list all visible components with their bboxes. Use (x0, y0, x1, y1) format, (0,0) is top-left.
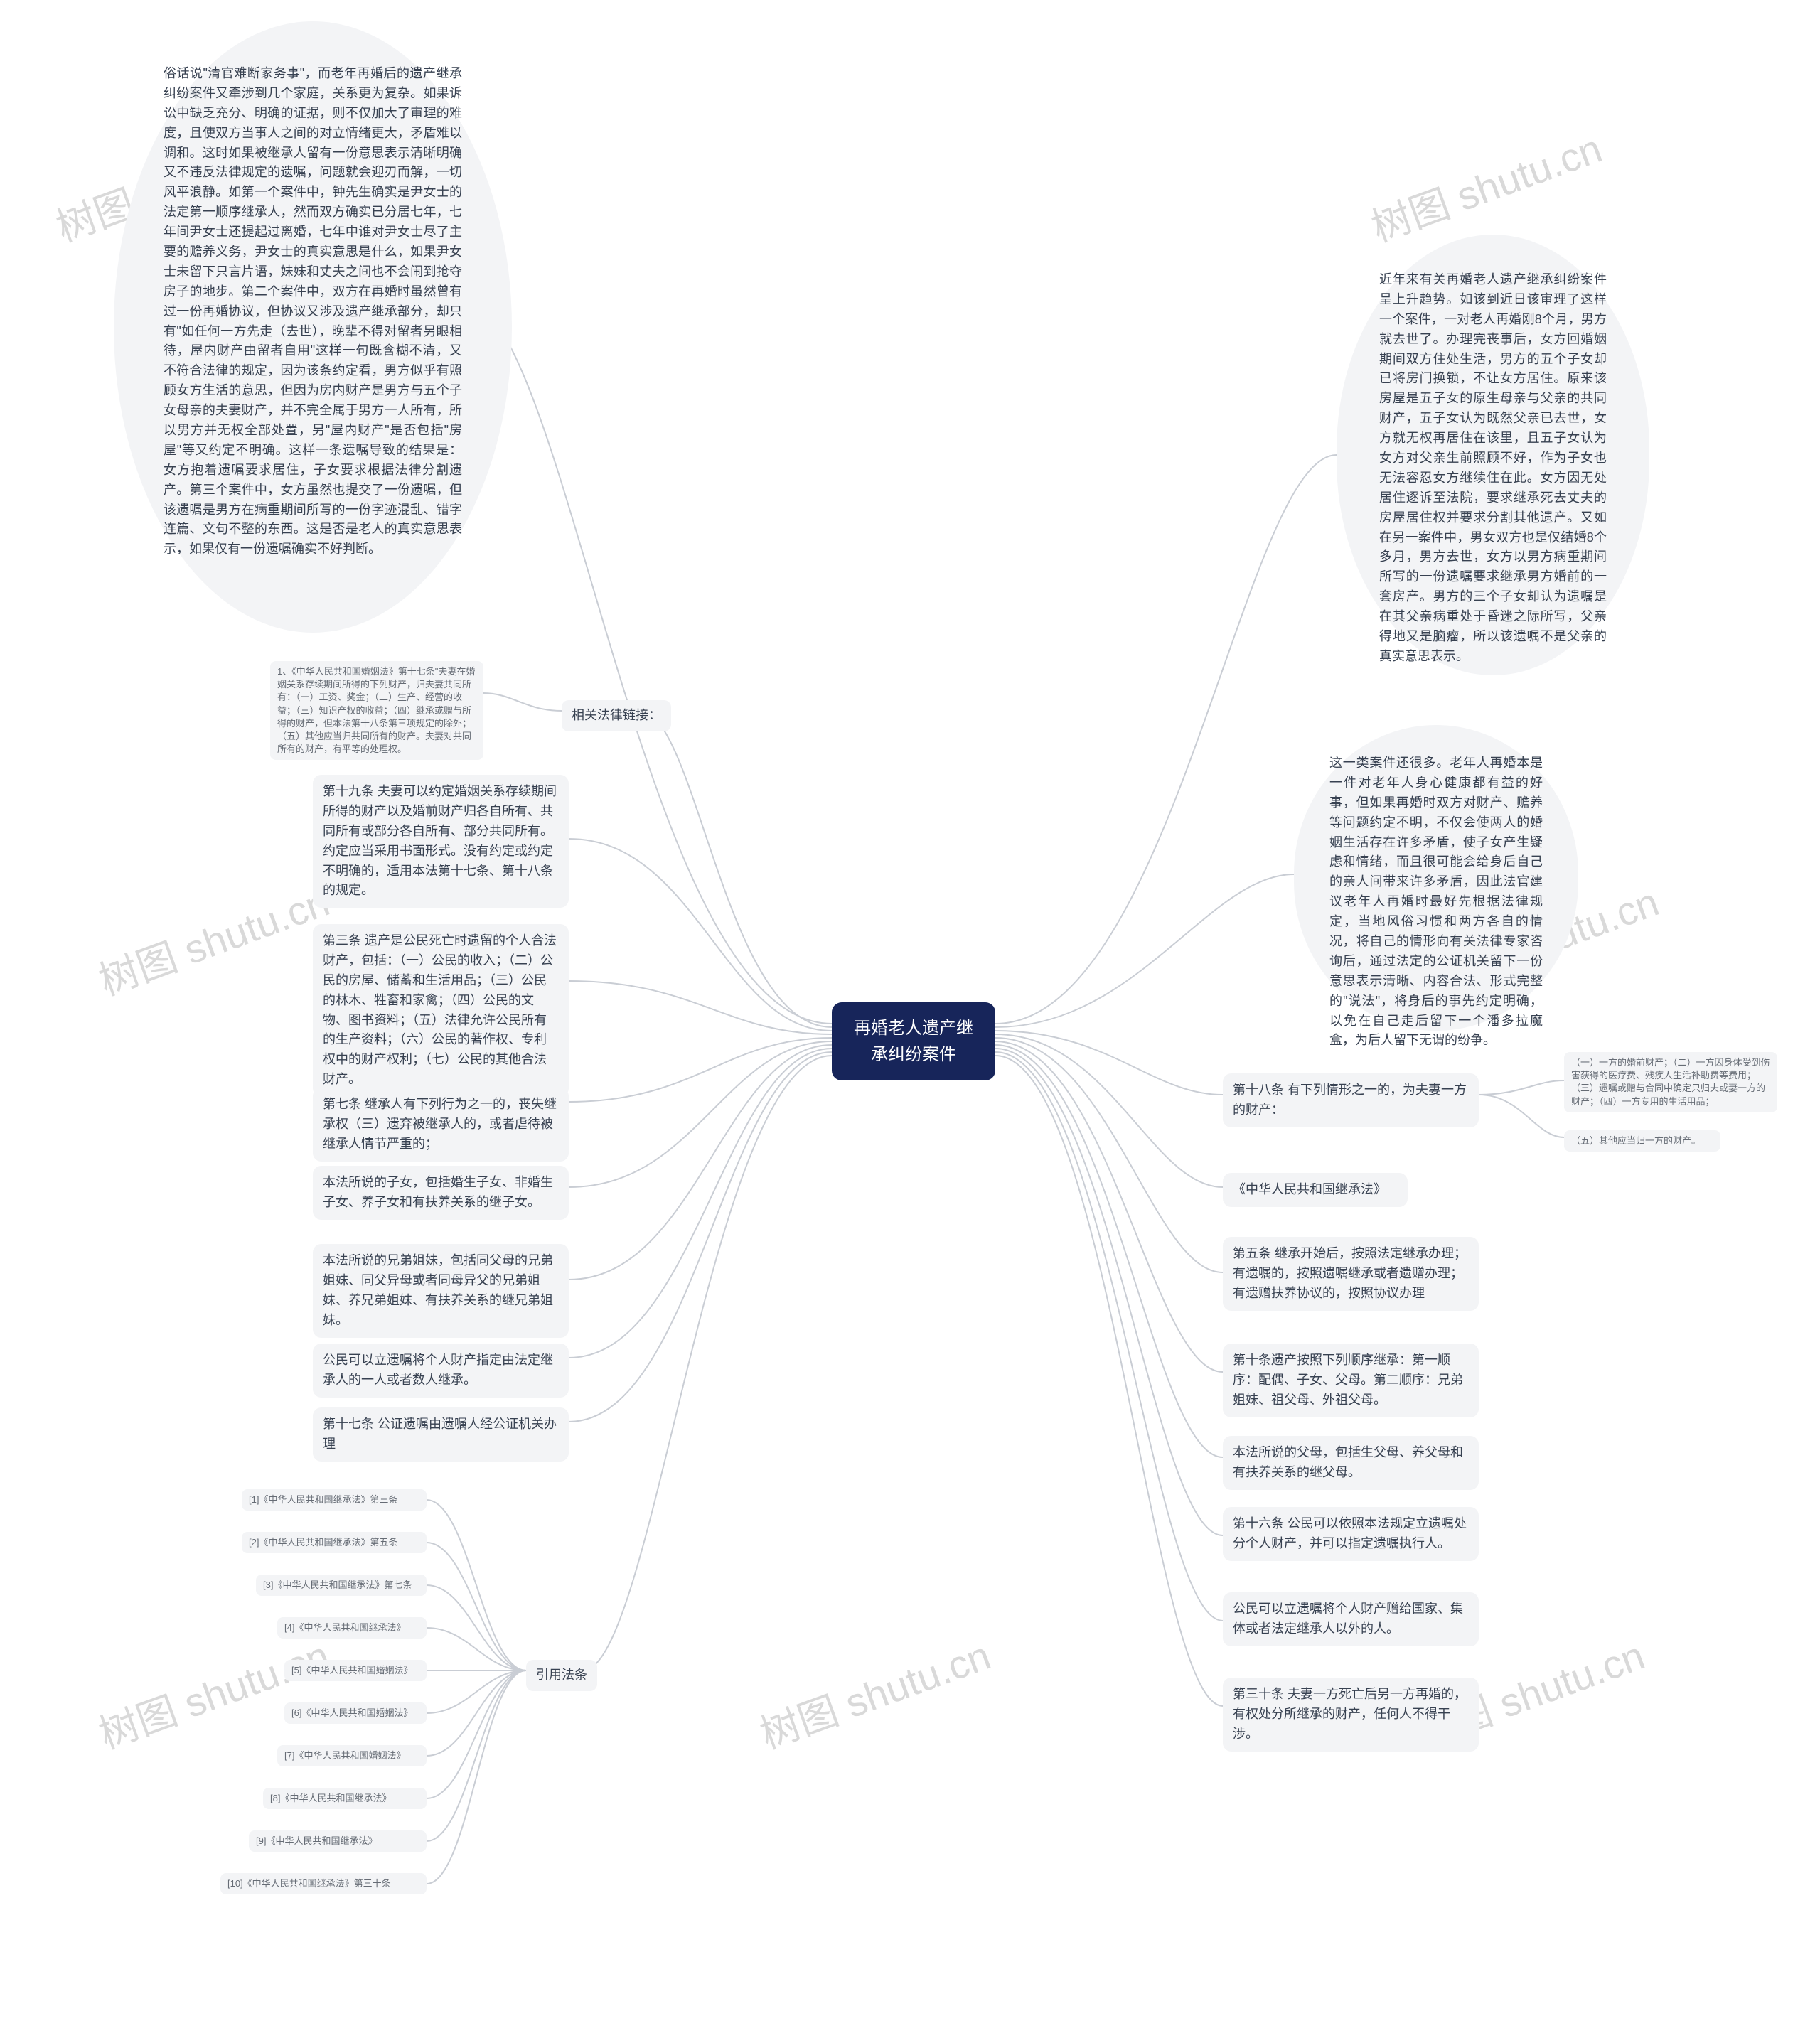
box-article-16-text: 第十六条 公民可以依照本法规定立遗嘱处分个人财产，并可以指定遗嘱执行人。 (1233, 1516, 1467, 1550)
box-citizen-will: 公民可以立遗嘱将个人财产指定由法定继承人的一人或者数人继承。 (313, 1344, 569, 1398)
watermark: 树图 shutu.cn (90, 1624, 336, 1760)
box-parents-def-text: 本法所说的父母，包括生父母、养父母和有扶养关系的继父母。 (1233, 1445, 1463, 1479)
box-citizen-gift-text: 公民可以立遗嘱将个人财产赠给国家、集体或者法定继承人以外的人。 (1233, 1602, 1463, 1636)
rel-law-sub-text: 1、《中华人民共和国婚姻法》第十七条"夫妻在婚姻关系存续期间所得的下列财产，归夫… (277, 666, 475, 754)
box-article-7: 第七条 继承人有下列行为之一的，丧失继承权（三）遗弃被继承人的，或者虐待被继承人… (313, 1088, 569, 1162)
bubble-left-top: 俗话说"清官难断家务事"，而老年再婚后的遗产继承纠纷案件又牵涉到几个家庭，关系更… (114, 21, 512, 633)
box-article-19: 第十九条 夫妻可以约定婚姻关系存续期间所得的财产以及婚前财产归各自所有、共同所有… (313, 775, 569, 908)
bubble-right-top: 近年来有关再婚老人遗产继承纠纷案件呈上升趋势。如该到近日该审理了这样一个案件，一… (1337, 235, 1649, 675)
cite-item-7: [7]《中华人民共和国婚姻法》 (277, 1745, 427, 1766)
box-article-18-sub2-text: （五）其他应当归一方的财产。 (1571, 1135, 1701, 1146)
box-article-19-text: 第十九条 夫妻可以约定婚姻关系存续期间所得的财产以及婚前财产归各自所有、共同所有… (323, 784, 557, 897)
box-article-17b: 第十七条 公证遗嘱由遗嘱人经公证机关办理 (313, 1407, 569, 1462)
box-article-3: 第三条 遗产是公民死亡时遗留的个人合法财产，包括：（一）公民的收入；（二）公民的… (313, 924, 569, 1097)
box-parents-def: 本法所说的父母，包括生父母、养父母和有扶养关系的继父母。 (1223, 1436, 1479, 1490)
box-article-10-text: 第十条遗产按照下列顺序继承：第一顺序：配偶、子女、父母。第二顺序：兄弟姐妹、祖父… (1233, 1353, 1463, 1407)
box-article-18-sub1: （一）一方的婚前财产；（二）一方因身体受到伤害获得的医疗费、残疾人生活补助费等费… (1564, 1052, 1777, 1112)
cite-item-1-text: [1]《中华人民共和国继承法》第三条 (249, 1494, 397, 1505)
box-article-18: 第十八条 有下列情形之一的，为夫妻一方的财产： (1223, 1073, 1479, 1127)
bubble-right-mid-text: 这一类案件还很多。老年人再婚本是一件对老年人身心健康都有益的好事，但如果再婚时双… (1329, 756, 1543, 1047)
box-article-18-sub2: （五）其他应当归一方的财产。 (1564, 1130, 1720, 1152)
box-article-30-text: 第三十条 夫妻一方死亡后另一方再婚的，有权处分所继承的财产，任何人不得干涉。 (1233, 1687, 1467, 1741)
box-article-10: 第十条遗产按照下列顺序继承：第一顺序：配偶、子女、父母。第二顺序：兄弟姐妹、祖父… (1223, 1344, 1479, 1417)
cite-item-3-text: [3]《中华人民共和国继承法》第七条 (263, 1580, 412, 1590)
cite-item-5: [5]《中华人民共和国婚姻法》 (284, 1660, 427, 1681)
cite-item-3: [3]《中华人民共和国继承法》第七条 (256, 1575, 427, 1596)
box-inheritance-law-text: 《中华人民共和国继承法》 (1233, 1182, 1386, 1196)
box-siblings-def: 本法所说的兄弟姐妹，包括同父母的兄弟姐妹、同父异母或者同母异父的兄弟姐妹、养兄弟… (313, 1244, 569, 1338)
box-article-18-text: 第十八条 有下列情形之一的，为夫妻一方的财产： (1233, 1083, 1467, 1117)
box-article-30: 第三十条 夫妻一方死亡后另一方再婚的，有权处分所继承的财产，任何人不得干涉。 (1223, 1678, 1479, 1752)
cite-item-8: [8]《中华人民共和国继承法》 (263, 1788, 427, 1809)
cite-item-2: [2]《中华人民共和国继承法》第五条 (242, 1532, 427, 1553)
box-inheritance-law: 《中华人民共和国继承法》 (1223, 1173, 1408, 1207)
cite-label-text: 引用法条 (536, 1668, 587, 1682)
box-article-17b-text: 第十七条 公证遗嘱由遗嘱人经公证机关办理 (323, 1417, 557, 1451)
box-children-def: 本法所说的子女，包括婚生子女、非婚生子女、养子女和有扶养关系的继子女。 (313, 1166, 569, 1220)
watermark: 树图 shutu.cn (1362, 117, 1609, 253)
box-children-def-text: 本法所说的子女，包括婚生子女、非婚生子女、养子女和有扶养关系的继子女。 (323, 1175, 553, 1209)
center-title: 再婚老人遗产继承纠纷案件 (854, 1019, 973, 1064)
watermark: 树图 shutu.cn (90, 870, 336, 1007)
cite-label: 引用法条 (526, 1660, 597, 1691)
cite-item-4: [4]《中华人民共和国继承法》 (277, 1617, 427, 1639)
cite-item-10: [10]《中华人民共和国继承法》第三十条 (220, 1873, 427, 1894)
box-article-18-sub1-text: （一）一方的婚前财产；（二）一方因身体受到伤害获得的医疗费、残疾人生活补助费等费… (1571, 1057, 1770, 1107)
box-citizen-will-text: 公民可以立遗嘱将个人财产指定由法定继承人的一人或者数人继承。 (323, 1353, 553, 1387)
rel-law-sub: 1、《中华人民共和国婚姻法》第十七条"夫妻在婚姻关系存续期间所得的下列财产，归夫… (270, 661, 483, 760)
bubble-left-top-text: 俗话说"清官难断家务事"，而老年再婚后的遗产继承纠纷案件又牵涉到几个家庭，关系更… (164, 66, 462, 556)
cite-item-6: [6]《中华人民共和国婚姻法》 (284, 1702, 427, 1724)
box-article-16: 第十六条 公民可以依照本法规定立遗嘱处分个人财产，并可以指定遗嘱执行人。 (1223, 1507, 1479, 1561)
cite-item-10-text: [10]《中华人民共和国继承法》第三十条 (228, 1878, 391, 1889)
cite-item-9-text: [9]《中华人民共和国继承法》 (256, 1835, 377, 1846)
rel-law-label: 相关法律链接： (562, 700, 671, 731)
box-article-3-text: 第三条 遗产是公民死亡时遗留的个人合法财产，包括：（一）公民的收入；（二）公民的… (323, 933, 557, 1086)
cite-item-2-text: [2]《中华人民共和国继承法》第五条 (249, 1537, 397, 1548)
box-article-5-text: 第五条 继承开始后，按照法定继承办理；有遗嘱的，按照遗嘱继承或者遗赠办理；有遗赠… (1233, 1246, 1467, 1300)
cite-item-6-text: [6]《中华人民共和国婚姻法》 (291, 1707, 412, 1718)
watermark: 树图 shutu.cn (751, 1624, 997, 1760)
cite-item-4-text: [4]《中华人民共和国继承法》 (284, 1622, 405, 1633)
cite-item-8-text: [8]《中华人民共和国继承法》 (270, 1793, 391, 1803)
cite-item-5-text: [5]《中华人民共和国婚姻法》 (291, 1665, 412, 1675)
center-node: 再婚老人遗产继承纠纷案件 (832, 1002, 995, 1080)
box-citizen-gift: 公民可以立遗嘱将个人财产赠给国家、集体或者法定继承人以外的人。 (1223, 1592, 1479, 1646)
bubble-right-top-text: 近年来有关再婚老人遗产继承纠纷案件呈上升趋势。如该到近日该审理了这样一个案件，一… (1379, 272, 1607, 663)
cite-item-1: [1]《中华人民共和国继承法》第三条 (242, 1489, 427, 1511)
box-article-7-text: 第七条 继承人有下列行为之一的，丧失继承权（三）遗弃被继承人的，或者虐待被继承人… (323, 1097, 557, 1151)
rel-law-label-text: 相关法律链接： (572, 708, 661, 722)
box-article-5: 第五条 继承开始后，按照法定继承办理；有遗嘱的，按照遗嘱继承或者遗赠办理；有遗赠… (1223, 1237, 1479, 1311)
box-siblings-def-text: 本法所说的兄弟姐妹，包括同父母的兄弟姐妹、同父异母或者同母异父的兄弟姐妹、养兄弟… (323, 1253, 553, 1327)
cite-item-9: [9]《中华人民共和国继承法》 (249, 1830, 427, 1852)
cite-item-7-text: [7]《中华人民共和国婚姻法》 (284, 1750, 405, 1761)
bubble-right-mid: 这一类案件还很多。老年人再婚本是一件对老年人身心健康都有益的好事，但如果再婚时双… (1294, 725, 1578, 1031)
